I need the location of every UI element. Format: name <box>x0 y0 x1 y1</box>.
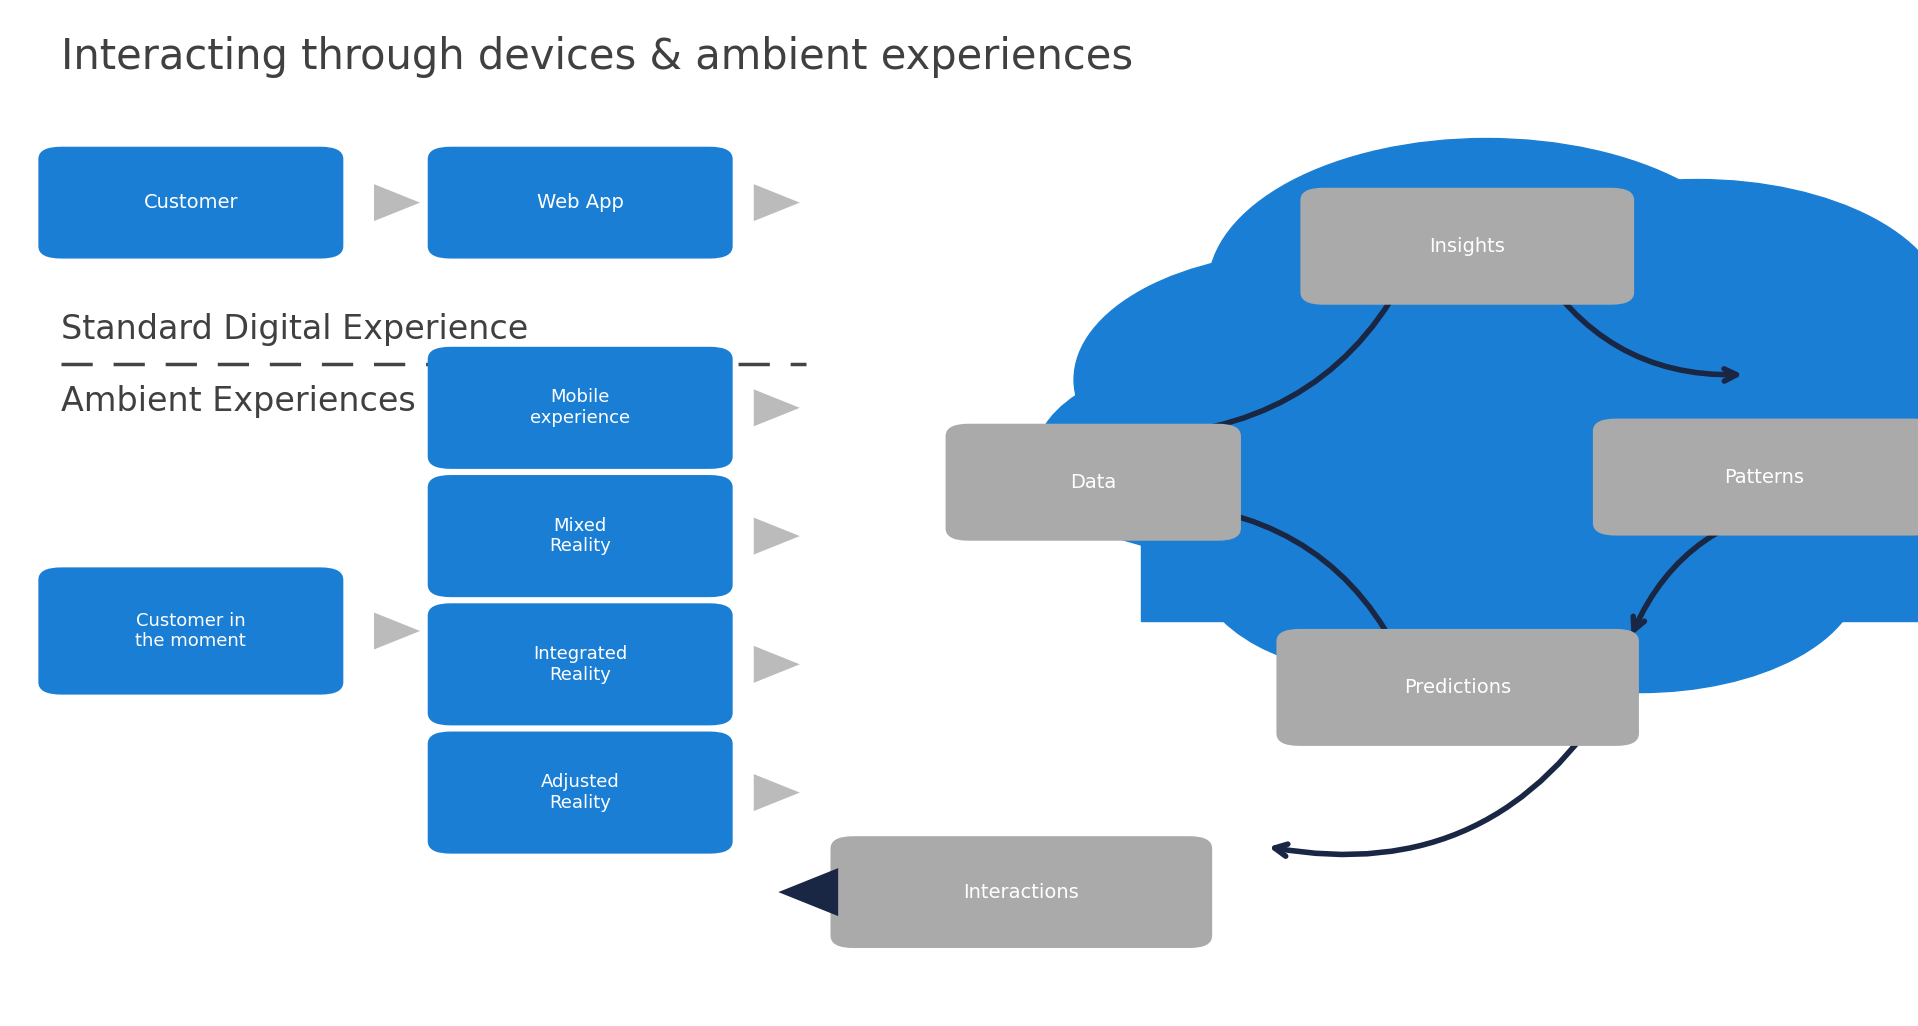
Polygon shape <box>754 185 800 222</box>
FancyBboxPatch shape <box>428 347 733 469</box>
Text: Data: Data <box>1070 473 1116 491</box>
Text: Insights: Insights <box>1429 237 1506 255</box>
Circle shape <box>1448 180 1918 446</box>
FancyBboxPatch shape <box>428 147 733 259</box>
FancyBboxPatch shape <box>830 836 1212 948</box>
Circle shape <box>1036 359 1400 554</box>
Text: Ambient Experiences: Ambient Experiences <box>61 385 416 418</box>
Text: Web App: Web App <box>537 193 623 212</box>
Polygon shape <box>374 613 420 649</box>
Text: Standard Digital Experience: Standard Digital Experience <box>61 313 529 346</box>
Polygon shape <box>754 389 800 427</box>
FancyBboxPatch shape <box>38 147 343 259</box>
FancyBboxPatch shape <box>1300 188 1634 305</box>
Circle shape <box>1160 241 1889 631</box>
Bar <box>1141 436 1918 621</box>
Text: Patterns: Patterns <box>1724 468 1805 486</box>
FancyBboxPatch shape <box>428 475 733 597</box>
FancyBboxPatch shape <box>428 603 733 725</box>
Circle shape <box>1419 457 1860 693</box>
Polygon shape <box>754 518 800 555</box>
FancyBboxPatch shape <box>946 424 1241 541</box>
FancyBboxPatch shape <box>38 567 343 695</box>
FancyBboxPatch shape <box>1594 419 1918 536</box>
FancyBboxPatch shape <box>1277 629 1638 746</box>
FancyBboxPatch shape <box>428 732 733 854</box>
Text: Mixed
Reality: Mixed Reality <box>549 517 612 555</box>
Circle shape <box>1074 251 1554 508</box>
Polygon shape <box>754 646 800 683</box>
Circle shape <box>1199 462 1602 677</box>
Polygon shape <box>754 774 800 811</box>
Text: Adjusted
Reality: Adjusted Reality <box>541 774 620 812</box>
Polygon shape <box>779 868 838 916</box>
Text: Interactions: Interactions <box>963 882 1080 902</box>
Polygon shape <box>374 185 420 222</box>
Circle shape <box>1630 313 1918 528</box>
Text: Predictions: Predictions <box>1404 678 1511 697</box>
Circle shape <box>1208 139 1765 436</box>
Text: Interacting through devices & ambient experiences: Interacting through devices & ambient ex… <box>61 36 1134 78</box>
Text: Integrated
Reality: Integrated Reality <box>533 645 627 683</box>
Text: Customer: Customer <box>144 193 238 212</box>
Text: Mobile
experience: Mobile experience <box>529 389 631 427</box>
Text: Customer in
the moment: Customer in the moment <box>136 611 246 650</box>
